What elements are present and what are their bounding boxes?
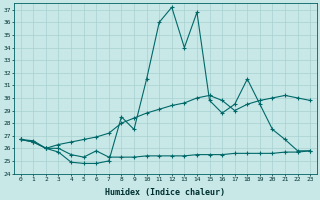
X-axis label: Humidex (Indice chaleur): Humidex (Indice chaleur) (106, 188, 226, 197)
